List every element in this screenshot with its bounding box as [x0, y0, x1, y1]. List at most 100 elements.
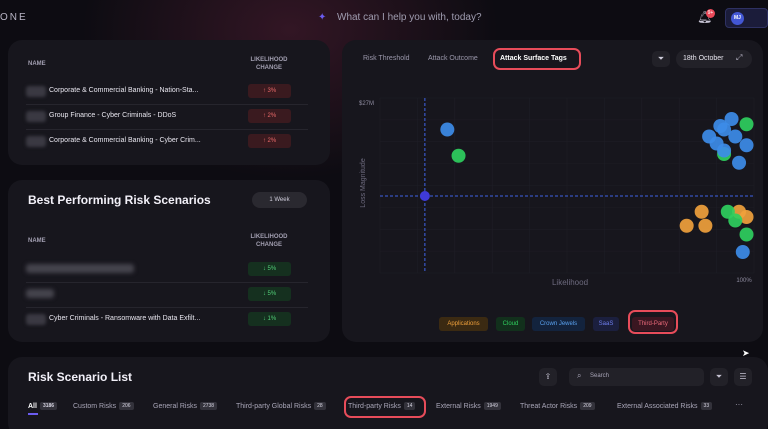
- filter-tab-custom-risks[interactable]: Custom Risks 206: [73, 402, 134, 410]
- risk-scatter-chart: $27M 100% Likelihood Loss Magnitude: [359, 97, 755, 287]
- data-point-cloud[interactable]: [739, 227, 754, 242]
- grid: [379, 97, 755, 274]
- y-tick-label: $27M: [359, 101, 374, 107]
- redacted-avatar: [26, 111, 46, 122]
- export-icon[interactable]: ⇪: [539, 368, 557, 386]
- notification-badge: 9+: [706, 9, 715, 18]
- filter-tab-external-associated-risks[interactable]: External Associated Risks 33: [617, 402, 713, 410]
- data-point-applications[interactable]: [679, 218, 694, 233]
- count-badge: 3186: [39, 402, 58, 410]
- data-point-cloud[interactable]: [739, 117, 754, 132]
- risk-name: Cyber Criminals - Ransomware with Data E…: [49, 315, 201, 322]
- tab-attack-surface-tags[interactable]: Attack Surface Tags: [500, 55, 567, 62]
- column-header-name: NAME: [28, 61, 46, 67]
- table-row[interactable]: ↓ 5%: [26, 285, 296, 305]
- row-divider: [26, 129, 308, 130]
- more-tabs-icon[interactable]: ···: [735, 400, 743, 409]
- count-badge: 33: [700, 402, 713, 410]
- filter-tab-third-party-global-risks[interactable]: Third-party Global Risks 28: [236, 402, 326, 410]
- data-point-applications[interactable]: [694, 204, 709, 219]
- data-point-crown-jewels[interactable]: [728, 129, 743, 144]
- settings-sliders-icon[interactable]: ☰: [734, 368, 752, 386]
- assistant-sparkle-icon: ✦: [318, 12, 327, 23]
- legend-tag-cloud[interactable]: Cloud: [496, 317, 525, 331]
- row-divider: [26, 282, 308, 283]
- avatar: MJ: [731, 12, 744, 25]
- count-badge: 14: [403, 402, 416, 410]
- column-header-likelihood: LIKELIHOOD CHANGE: [250, 57, 288, 71]
- search-icon: ⌕: [577, 371, 582, 380]
- filter-tab-general-risks[interactable]: General Risks 2738: [153, 402, 218, 410]
- filter-icon[interactable]: ⏷: [652, 51, 670, 67]
- likelihood-change-badge: ↓ 5%: [248, 262, 291, 276]
- mouse-cursor-icon: ➤: [742, 348, 750, 358]
- data-point-crown-jewels[interactable]: [732, 155, 747, 170]
- period-selector-button[interactable]: 1 Week: [252, 192, 307, 208]
- highlight-box: [344, 396, 426, 418]
- data-point-applications[interactable]: [739, 210, 754, 224]
- data-point-crown-jewels[interactable]: [724, 112, 739, 126]
- data-point-applications[interactable]: [698, 218, 713, 233]
- search-placeholder: Search: [590, 373, 610, 379]
- redacted-name: [26, 289, 54, 298]
- assistant-prompt-input[interactable]: What can I help you with, today?: [337, 12, 482, 23]
- data-point-crown-jewels[interactable]: [440, 122, 455, 137]
- redacted-avatar: [26, 86, 46, 97]
- likelihood-change-badge: ↑ 2%: [248, 109, 291, 123]
- legend-tag-saas[interactable]: SaaS: [593, 317, 619, 331]
- filter-tab-threat-actor-risks[interactable]: Threat Actor Risks 209: [520, 402, 595, 410]
- count-badge: 2738: [199, 402, 218, 410]
- legend-tag-crown-jewels[interactable]: Crown Jewels: [532, 317, 585, 331]
- top-bar: ONE ✦ What can I help you with, today? 🔔…: [0, 0, 768, 36]
- count-badge: 28: [314, 402, 326, 410]
- legend-tag-applications[interactable]: Applications: [439, 317, 488, 331]
- table-row[interactable]: ↓ 5%: [26, 260, 296, 280]
- legend-tag-third-party[interactable]: Third-Party: [632, 317, 674, 331]
- y-axis-label: Loss Magnitude: [360, 158, 367, 208]
- active-filter-indicator: [28, 413, 38, 415]
- likelihood-change-badge: ↓ 1%: [248, 312, 291, 326]
- table-row[interactable]: Group Finance - Cyber Criminals - DDoS ↑…: [26, 107, 296, 127]
- redacted-name: [26, 264, 134, 273]
- data-point-crown-jewels[interactable]: [739, 138, 754, 153]
- date-selector[interactable]: 18th October ⤢: [676, 50, 752, 68]
- risk-name: Corporate & Commercial Banking - Nation-…: [49, 87, 199, 94]
- count-badge: 206: [119, 402, 134, 410]
- data-point-cloud[interactable]: [451, 148, 466, 163]
- date-label: 18th October: [683, 55, 724, 62]
- risk-name: Group Finance - Cyber Criminals - DDoS: [49, 112, 177, 119]
- risk-list-title: Risk Scenario List: [28, 370, 133, 384]
- search-input[interactable]: ⌕ Search: [569, 368, 704, 386]
- risk-name: Corporate & Commercial Banking - Cyber C…: [49, 137, 201, 144]
- table-row[interactable]: Corporate & Commercial Banking - Nation-…: [26, 82, 296, 102]
- likelihood-change-badge: ↓ 5%: [248, 287, 291, 301]
- column-header-likelihood: LIKELIHOOD CHANGE: [250, 234, 288, 248]
- filter-tab-external-risks[interactable]: External Risks 1949: [436, 402, 501, 410]
- row-divider: [26, 307, 308, 308]
- user-menu[interactable]: MJ: [725, 8, 768, 28]
- data-point-crown-jewels[interactable]: [717, 122, 732, 137]
- redacted-avatar: [26, 136, 46, 147]
- tab-attack-outcome[interactable]: Attack Outcome: [428, 55, 478, 62]
- brand-logo-text: ONE: [0, 12, 28, 23]
- x-axis-label: Likelihood: [552, 278, 588, 287]
- likelihood-change-badge: ↑ 2%: [248, 134, 291, 148]
- filter-tab-all[interactable]: All 3186: [28, 402, 58, 410]
- threshold-handle: [419, 191, 430, 201]
- highlight-box: [493, 48, 581, 70]
- count-badge: 1949: [483, 402, 501, 410]
- filter-tab-third-party-risks[interactable]: Third-party Risks 14: [348, 402, 416, 410]
- data-point-crown-jewels[interactable]: [717, 143, 732, 158]
- column-header-name: NAME: [28, 238, 46, 244]
- filter-icon[interactable]: ⏷: [710, 368, 728, 386]
- table-row[interactable]: Cyber Criminals - Ransomware with Data E…: [26, 310, 296, 330]
- row-divider: [26, 104, 308, 105]
- data-point-crown-jewels[interactable]: [735, 245, 750, 259]
- table-row[interactable]: Corporate & Commercial Banking - Cyber C…: [26, 132, 296, 152]
- expand-icon[interactable]: ⤢: [736, 53, 743, 62]
- count-badge: 209: [580, 402, 595, 410]
- redacted-avatar: [26, 314, 46, 325]
- likelihood-change-badge: ↑ 3%: [248, 84, 291, 98]
- data-point-cloud[interactable]: [728, 213, 743, 228]
- tab-risk-threshold[interactable]: Risk Threshold: [363, 55, 410, 62]
